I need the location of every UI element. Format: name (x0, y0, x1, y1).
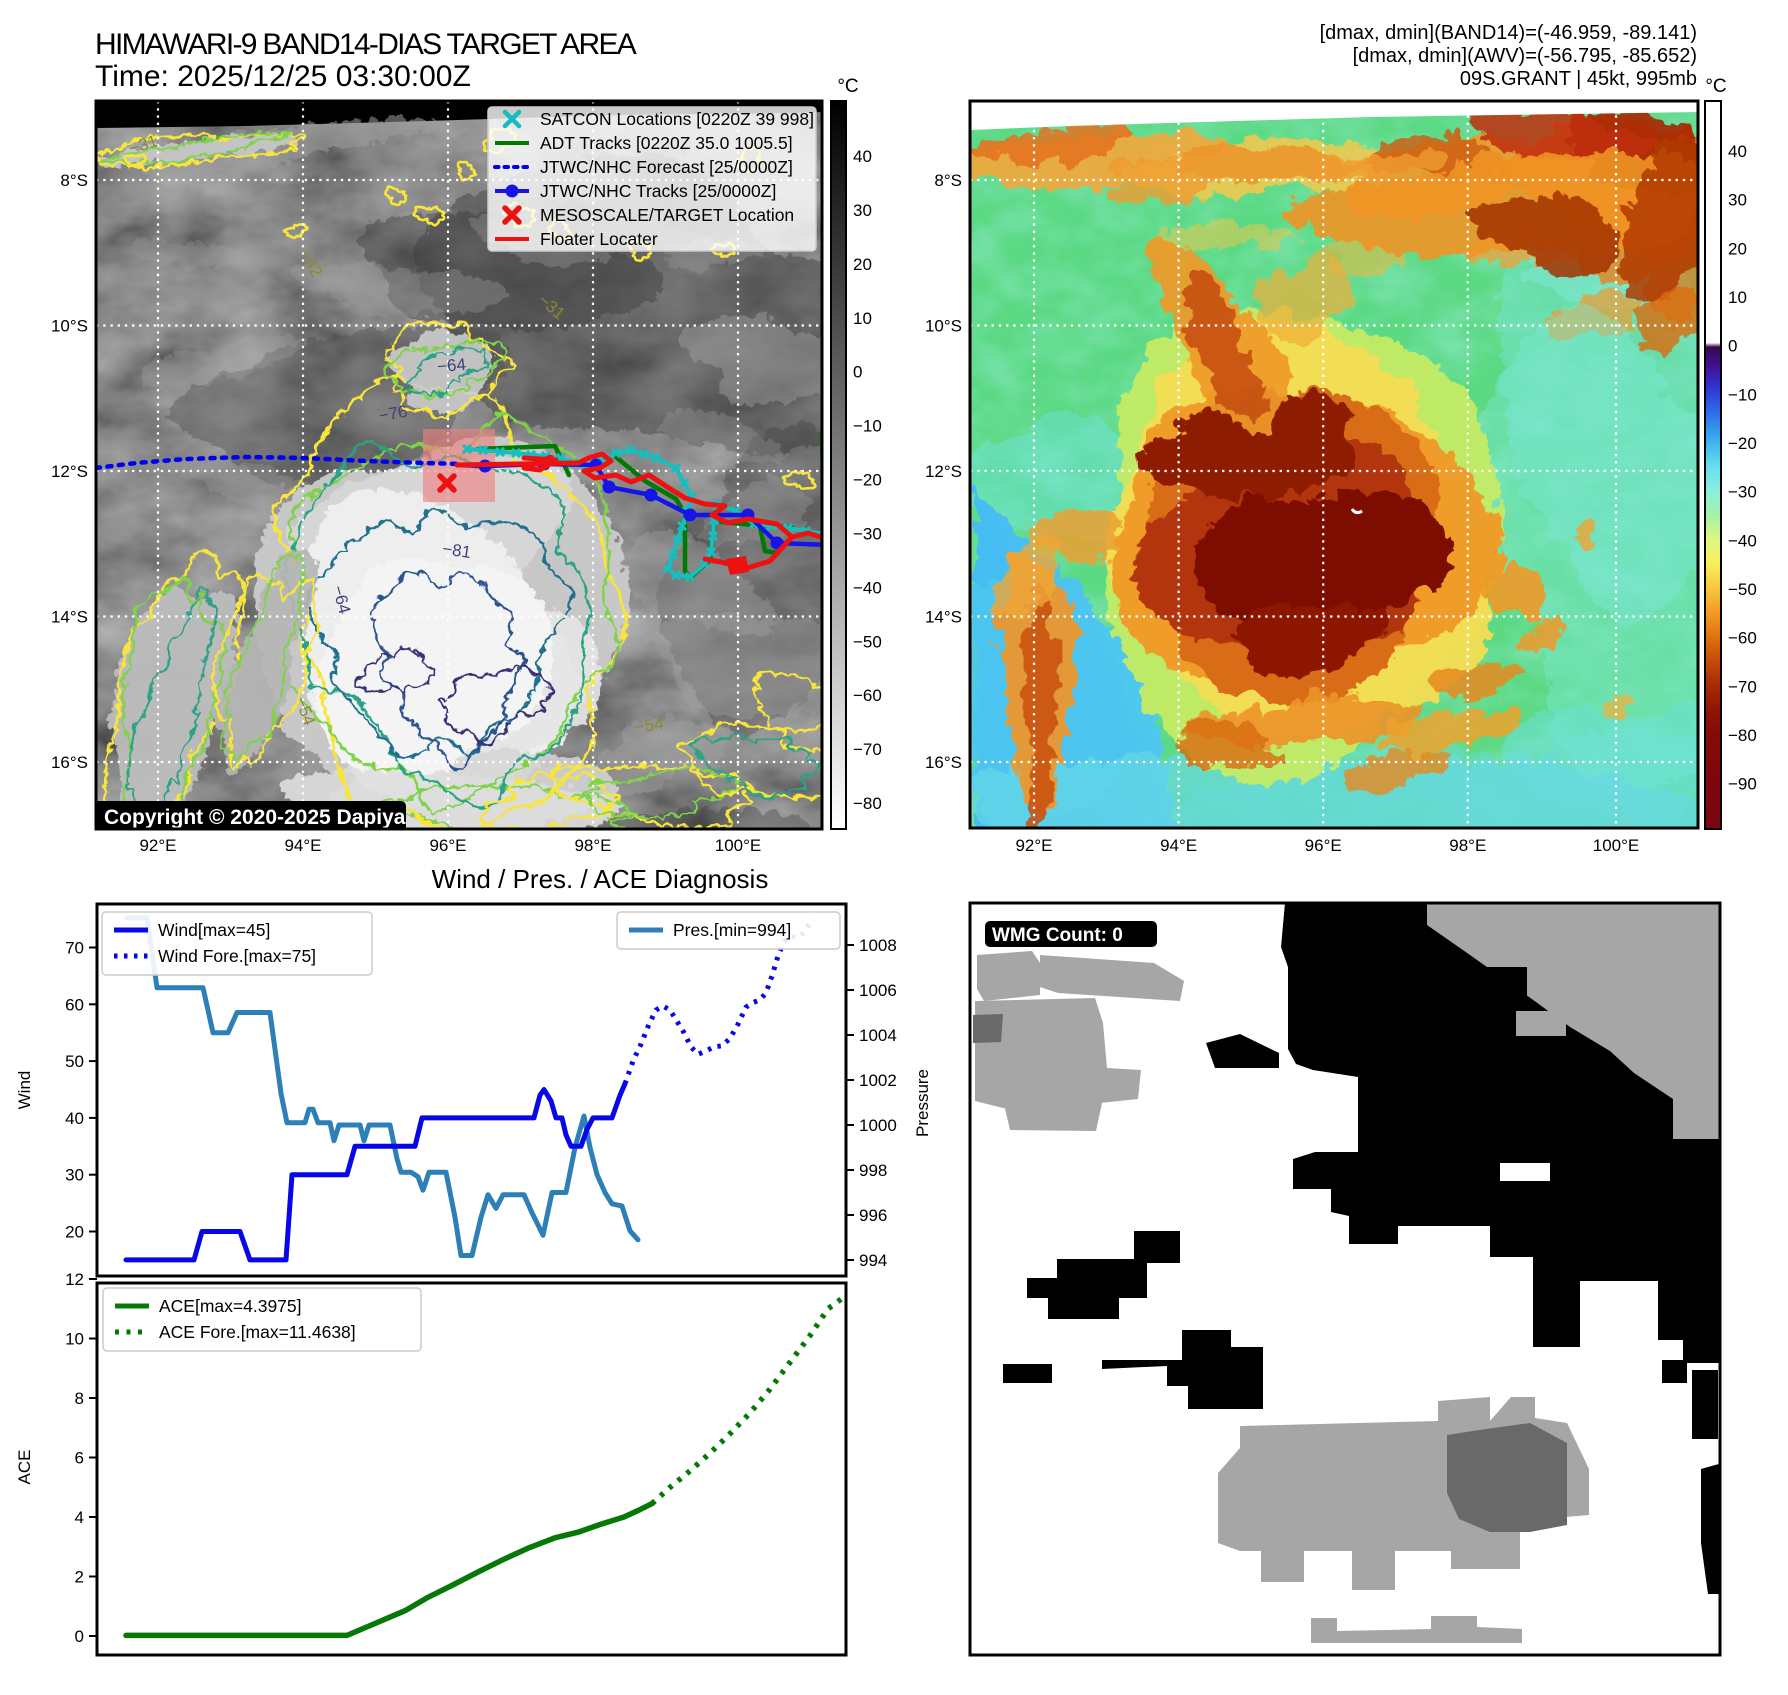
svg-text:10°S: 10°S (925, 317, 962, 336)
svg-text:98°E: 98°E (574, 836, 611, 855)
svg-text:Wind: Wind (15, 1071, 34, 1110)
svg-text:ADT Tracks [0220Z 35.0 1005.5]: ADT Tracks [0220Z 35.0 1005.5] (540, 133, 793, 153)
svg-text:16°S: 16°S (925, 753, 962, 772)
svg-text:40: 40 (1728, 142, 1747, 161)
svg-text:HIMAWARI-9 BAND14-DIAS TARGET: HIMAWARI-9 BAND14-DIAS TARGET AREA (95, 28, 637, 61)
svg-text:30: 30 (1728, 191, 1747, 210)
svg-text:10: 10 (1728, 288, 1747, 307)
svg-text:998: 998 (859, 1161, 887, 1180)
svg-text:−70: −70 (853, 740, 882, 759)
svg-text:1000: 1000 (859, 1116, 897, 1135)
svg-text:°C: °C (837, 76, 858, 97)
svg-text:Wind[max=45]: Wind[max=45] (158, 920, 270, 940)
svg-text:−76: −76 (377, 402, 409, 426)
svg-text:−10: −10 (853, 417, 882, 436)
svg-text:94°E: 94°E (284, 836, 321, 855)
svg-text:ACE[max=4.3975]: ACE[max=4.3975] (159, 1296, 302, 1316)
svg-text:92°E: 92°E (139, 836, 176, 855)
svg-text:6: 6 (75, 1449, 84, 1468)
svg-text:0: 0 (853, 363, 862, 382)
svg-text:12°S: 12°S (51, 462, 88, 481)
svg-text:100°E: 100°E (1593, 836, 1640, 855)
svg-text:Wind Fore.[max=75]: Wind Fore.[max=75] (158, 946, 316, 966)
svg-text:14°S: 14°S (51, 608, 88, 627)
svg-text:Copyright © 2020-2025 Dapiya: Copyright © 2020-2025 Dapiya (104, 806, 406, 829)
svg-text:°C: °C (1705, 76, 1726, 97)
svg-text:−30: −30 (853, 524, 882, 543)
svg-text:96°E: 96°E (429, 836, 466, 855)
svg-text:−60: −60 (1728, 629, 1757, 648)
svg-text:−70: −70 (1728, 677, 1757, 696)
svg-text:50: 50 (65, 1052, 84, 1071)
svg-text:20: 20 (1728, 239, 1747, 258)
svg-text:−10: −10 (1728, 385, 1757, 404)
svg-text:Pressure: Pressure (913, 1069, 932, 1137)
svg-text:−64: −64 (436, 355, 466, 376)
svg-text:MESOSCALE/TARGET Location: MESOSCALE/TARGET Location (540, 205, 794, 225)
svg-text:20: 20 (853, 255, 872, 274)
svg-text:20: 20 (65, 1223, 84, 1242)
svg-text:−50: −50 (853, 632, 882, 651)
svg-text:4: 4 (75, 1508, 84, 1527)
svg-text:70: 70 (65, 939, 84, 958)
svg-text:−54: −54 (634, 714, 665, 737)
svg-text:10: 10 (65, 1330, 84, 1349)
svg-text:Pres.[min=994]: Pres.[min=994] (673, 920, 791, 940)
svg-text:10: 10 (853, 309, 872, 328)
svg-text:ACE Fore.[max=11.4638]: ACE Fore.[max=11.4638] (159, 1322, 356, 1342)
svg-text:8°S: 8°S (934, 171, 962, 190)
svg-text:0: 0 (75, 1627, 84, 1646)
svg-text:1008: 1008 (859, 936, 897, 955)
svg-text:−50: −50 (1728, 580, 1757, 599)
svg-text:−80: −80 (1728, 726, 1757, 745)
svg-text:40: 40 (65, 1109, 84, 1128)
svg-text:[dmax, dmin](BAND14)=(-46.959,: [dmax, dmin](BAND14)=(-46.959, -89.141) (1320, 22, 1697, 44)
svg-text:−40: −40 (853, 578, 882, 597)
svg-text:WMG Count: 0: WMG Count: 0 (992, 925, 1123, 946)
svg-text:1004: 1004 (859, 1026, 897, 1045)
svg-text:12: 12 (65, 1270, 84, 1289)
svg-text:60: 60 (65, 995, 84, 1014)
svg-text:996: 996 (859, 1206, 887, 1225)
svg-text:1006: 1006 (859, 981, 897, 1000)
svg-text:2: 2 (75, 1568, 84, 1587)
svg-text:92°E: 92°E (1015, 836, 1052, 855)
svg-text:30: 30 (853, 201, 872, 220)
svg-text:[dmax, dmin](AWV)=(-56.795, -8: [dmax, dmin](AWV)=(-56.795, -85.652) (1353, 45, 1697, 67)
svg-text:994: 994 (859, 1251, 887, 1270)
svg-text:Time: 2025/12/25 03:30:00Z: Time: 2025/12/25 03:30:00Z (95, 60, 471, 93)
svg-text:ACE: ACE (15, 1450, 34, 1485)
svg-text:8: 8 (75, 1389, 84, 1408)
svg-text:30: 30 (65, 1166, 84, 1185)
svg-text:−90: −90 (1728, 775, 1757, 794)
svg-text:−20: −20 (853, 471, 882, 490)
svg-text:8°S: 8°S (60, 171, 88, 190)
svg-text:1002: 1002 (859, 1071, 897, 1090)
svg-text:96°E: 96°E (1305, 836, 1342, 855)
svg-text:SATCON Locations [0220Z 39 998: SATCON Locations [0220Z 39 998] (540, 109, 814, 129)
svg-text:40: 40 (853, 147, 872, 166)
svg-text:−60: −60 (853, 686, 882, 705)
svg-text:100°E: 100°E (715, 836, 762, 855)
svg-text:Wind / Pres. / ACE Diagnosis: Wind / Pres. / ACE Diagnosis (432, 864, 769, 894)
svg-text:−80: −80 (853, 794, 882, 813)
svg-text:−20: −20 (1728, 434, 1757, 453)
svg-text:JTWC/NHC Forecast [25/0000Z]: JTWC/NHC Forecast [25/0000Z] (540, 157, 793, 177)
svg-text:16°S: 16°S (51, 753, 88, 772)
svg-text:−40: −40 (1728, 531, 1757, 550)
svg-text:94°E: 94°E (1160, 836, 1197, 855)
svg-text:12°S: 12°S (925, 462, 962, 481)
svg-text:JTWC/NHC Tracks [25/0000Z]: JTWC/NHC Tracks [25/0000Z] (540, 181, 776, 201)
svg-text:−30: −30 (1728, 483, 1757, 502)
svg-text:09S.GRANT | 45kt, 995mb: 09S.GRANT | 45kt, 995mb (1460, 68, 1697, 90)
svg-text:Floater Locater: Floater Locater (540, 229, 658, 249)
svg-text:−81: −81 (441, 539, 472, 562)
svg-text:98°E: 98°E (1449, 836, 1486, 855)
svg-text:14°S: 14°S (925, 608, 962, 627)
svg-text:0: 0 (1728, 337, 1737, 356)
svg-text:10°S: 10°S (51, 317, 88, 336)
